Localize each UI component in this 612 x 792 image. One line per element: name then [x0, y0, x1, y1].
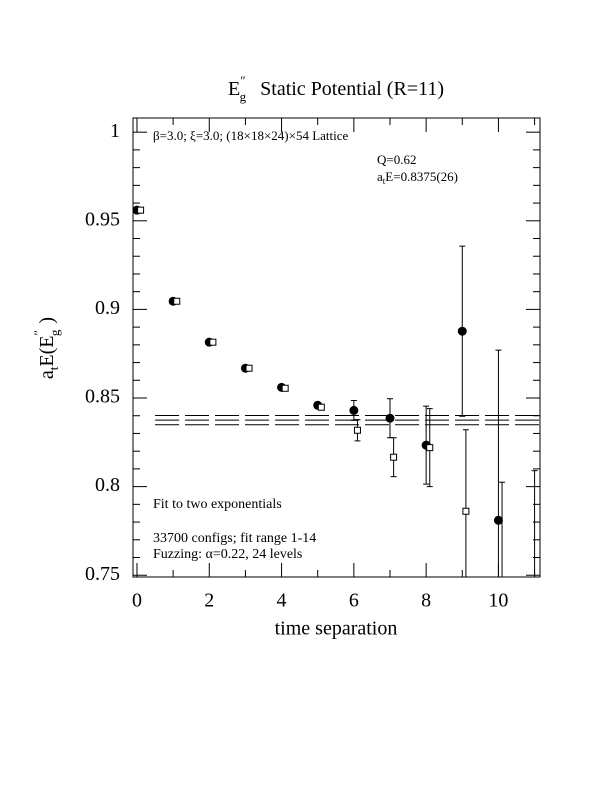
plot-frame	[132, 117, 541, 578]
annotation: atE=0.8375(26)	[377, 169, 458, 186]
chart-title: E″ g Static Potential (R=11)	[228, 73, 444, 104]
x-tick-label: 6	[349, 590, 359, 612]
point	[209, 338, 217, 346]
point	[353, 426, 361, 434]
y-label-close: )	[36, 317, 58, 324]
annotation-sub: t	[383, 176, 386, 186]
title-text: Static Potential (R=11)	[260, 78, 444, 100]
y-tick-label: 0.9	[95, 297, 120, 319]
y-tick-label: 0.75	[85, 563, 120, 585]
plot-area	[133, 205, 540, 615]
y-tick-label: 1	[110, 120, 120, 142]
annotation-a: a	[377, 169, 383, 184]
y-tick-label: 0.95	[85, 208, 120, 230]
point	[530, 606, 539, 615]
annotation: Fuzzing: α=0.22, 24 levels	[153, 547, 302, 562]
title-symbol: E	[228, 78, 240, 100]
point	[137, 206, 145, 214]
point	[462, 507, 470, 515]
annotation: Q=0.62	[377, 152, 416, 167]
annotation: β=3.0; ξ=3.0; (18×18×24)×54 Lattice	[153, 128, 349, 143]
point	[245, 364, 253, 372]
x-axis-label: time separation	[275, 618, 398, 640]
y-label-sub: t	[46, 366, 61, 370]
annotation: 33700 configs; fit range 1-14	[153, 531, 316, 546]
annotation-text: E=0.8375(26)	[385, 169, 458, 184]
title-prime: ″	[240, 73, 245, 88]
point	[493, 515, 503, 525]
y-label-main: E(E	[36, 335, 58, 366]
y-label-sub-g: g	[47, 329, 62, 336]
x-tick-label: 0	[132, 590, 142, 612]
y-label-a: a	[36, 370, 58, 379]
annotation: Fit to two exponentials	[153, 497, 282, 512]
x-tick-label: 10	[488, 590, 508, 612]
point	[281, 384, 289, 392]
point	[457, 326, 467, 336]
y-axis-label: atE(E″g)	[31, 317, 62, 379]
point	[349, 405, 359, 415]
y-tick-label: 0.8	[95, 474, 120, 496]
point	[173, 297, 181, 305]
point	[390, 453, 398, 461]
x-tick-label: 8	[421, 590, 431, 612]
x-tick-label: 4	[277, 590, 287, 612]
point	[317, 403, 325, 411]
point	[385, 413, 395, 423]
y-tick-label: 0.85	[85, 386, 120, 408]
x-tick-label: 2	[204, 590, 214, 612]
y-label-prime: ″	[31, 330, 46, 335]
point	[426, 444, 434, 452]
title-subscript: g	[240, 89, 247, 104]
